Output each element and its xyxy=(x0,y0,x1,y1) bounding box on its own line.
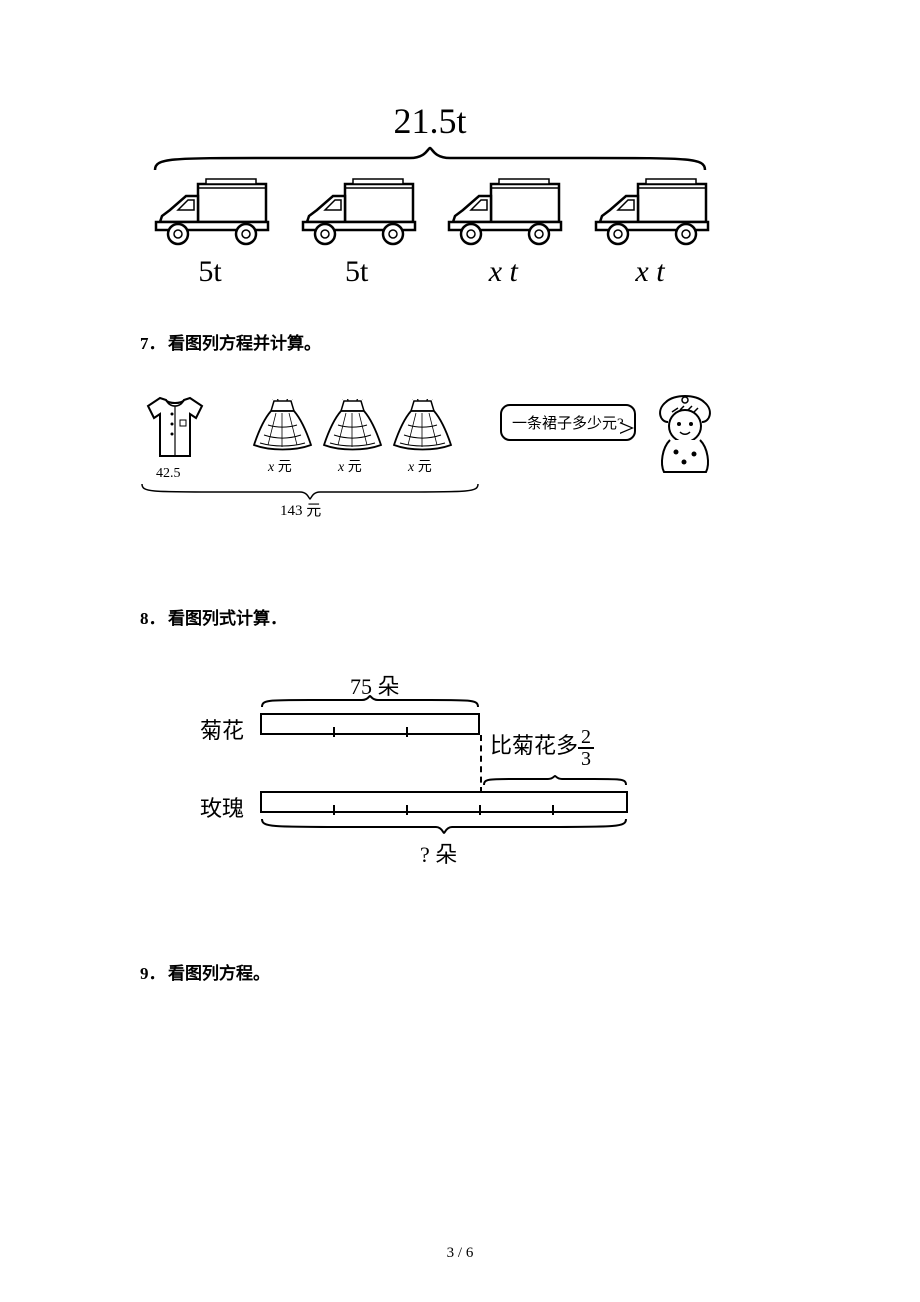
tick-icon xyxy=(479,805,481,815)
truck-item: 5t xyxy=(150,178,270,289)
q9-heading: 9．看图列方程。 xyxy=(140,959,780,984)
skirt-label-0: x 元 xyxy=(268,456,292,476)
truck-item: x t xyxy=(443,178,563,289)
brace-bottom xyxy=(260,817,628,835)
q8-number: 8． xyxy=(140,604,168,629)
q8-row2-label: 玫瑰 xyxy=(200,791,244,823)
q8-title: 看图列式计算． xyxy=(168,609,287,628)
q7-figure: 42.5 xyxy=(140,394,740,544)
shirt-price-label: 42.5 xyxy=(156,466,181,482)
brace-top-svg xyxy=(150,146,710,172)
q9-number: 9． xyxy=(140,959,168,984)
tick-icon xyxy=(552,805,554,815)
brace-top-small xyxy=(260,695,480,709)
truck-icon xyxy=(150,178,270,248)
q7-heading: 7．看图列方程并计算。 xyxy=(140,329,780,354)
more-than-label: 比菊花多23 xyxy=(490,727,594,769)
skirt-icon xyxy=(320,399,385,454)
fraction-numerator: 2 xyxy=(578,727,594,749)
skirt-icon xyxy=(390,399,455,454)
truck-label-3: x t xyxy=(590,255,710,289)
fraction-denominator: 3 xyxy=(578,749,594,769)
q8-question-label: ? 朵 xyxy=(420,837,457,869)
q8-figure: 75 朵 菊花 比菊花多23 玫瑰 ? xyxy=(200,669,660,889)
shirt-icon xyxy=(140,394,210,464)
bubble-tail-inner-icon xyxy=(619,423,631,433)
more-than-text: 比菊花多 xyxy=(490,733,578,758)
q6-figure: 21.5t 5t xyxy=(150,100,710,289)
q9-title: 看图列方程。 xyxy=(168,964,270,983)
speech-bubble: 一条裙子多少元? xyxy=(500,404,636,441)
truck-label-1: 5t xyxy=(297,255,417,289)
fraction: 23 xyxy=(578,727,594,769)
tick-icon xyxy=(333,727,335,737)
truck-item: x t xyxy=(590,178,710,289)
truck-icon xyxy=(297,178,417,248)
truck-icon xyxy=(590,178,710,248)
q7-total-label: 143 元 xyxy=(280,499,321,520)
tick-icon xyxy=(406,727,408,737)
brace-top xyxy=(150,146,710,172)
q6-total-label: 21.5t xyxy=(150,100,710,142)
skirt-icon xyxy=(250,399,315,454)
truck-item: 5t xyxy=(297,178,417,289)
page-number: 3 / 6 xyxy=(0,1245,920,1262)
truck-label-2: x t xyxy=(443,255,563,289)
skirt-label-2: x 元 xyxy=(408,456,432,476)
q7-title: 看图列方程并计算。 xyxy=(168,334,321,353)
tick-icon xyxy=(406,805,408,815)
q8-row1-label: 菊花 xyxy=(200,713,244,745)
bar-juhua xyxy=(260,713,480,735)
bar-meigui xyxy=(260,791,628,813)
brace-extra xyxy=(482,775,628,787)
trucks-row: 5t 5t xyxy=(150,178,710,289)
tick-icon xyxy=(333,805,335,815)
truck-icon xyxy=(443,178,563,248)
skirt-label-1: x 元 xyxy=(338,456,362,476)
girl-icon xyxy=(650,394,720,474)
q7-number: 7． xyxy=(140,329,168,354)
q8-heading: 8．看图列式计算． xyxy=(140,604,780,629)
truck-label-0: 5t xyxy=(150,255,270,289)
